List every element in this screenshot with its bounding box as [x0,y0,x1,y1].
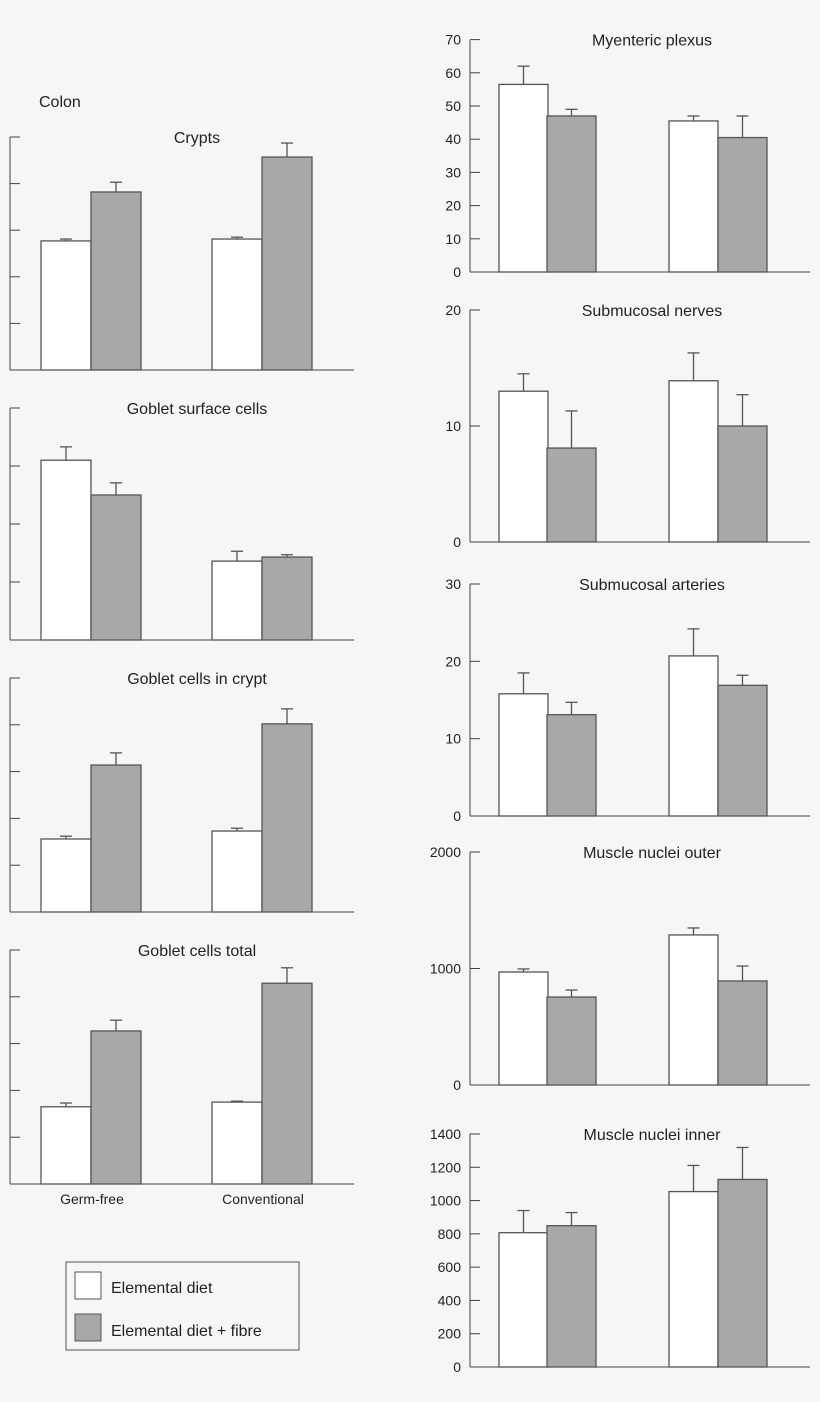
x-label-conventional: Conventional [222,1191,304,1207]
legend-swatch-fibre [74,1313,102,1342]
bar-myenteric-plexus-fibre-germ-free [546,115,597,273]
bar-muscle-nuclei-inner-elemental-conventional [668,1190,719,1368]
y-tick-label-muscle-nuclei-inner: 400 [438,1292,462,1308]
y-tick-label-muscle-nuclei-inner: 1000 [430,1193,461,1209]
bar-submucosal-arteries-fibre-conventional [717,684,768,817]
bar-goblet-cells-in-crypt-fibre-germ-free [90,764,142,913]
y-tick-label-muscle-nuclei-outer: 0 [453,1077,461,1093]
bar-goblet-surface-cells-elemental-germ-free [40,459,92,641]
y-tick-label-submucosal-nerves: 20 [445,302,461,318]
y-tick-label-submucosal-arteries: 20 [445,653,461,669]
bar-submucosal-arteries-fibre-germ-free [546,714,597,817]
section-label: Colon [39,94,81,111]
y-tick-label-muscle-nuclei-inner: 600 [438,1259,462,1275]
y-tick-label-muscle-nuclei-inner: 200 [438,1326,462,1342]
bar-submucosal-nerves-fibre-conventional [717,425,768,543]
bar-goblet-cells-in-crypt-elemental-conventional [211,830,263,913]
y-tick-label-muscle-nuclei-outer: 2000 [430,844,461,860]
bar-muscle-nuclei-outer-elemental-germ-free [498,971,549,1086]
bar-submucosal-nerves-fibre-germ-free [546,447,597,543]
x-label-germ-free: Germ-free [60,1191,124,1207]
bar-muscle-nuclei-inner-fibre-germ-free [546,1225,597,1368]
y-tick-label-muscle-nuclei-inner: 1400 [430,1126,461,1142]
panel-title-crypts: Crypts [174,130,220,147]
y-tick-label-myenteric-plexus: 30 [445,164,461,180]
y-tick-label-submucosal-arteries: 30 [445,576,461,592]
panel-title-myenteric-plexus: Myenteric plexus [592,33,712,50]
bar-crypts-elemental-germ-free [40,240,92,371]
bar-myenteric-plexus-elemental-conventional [668,120,719,273]
legend-label-elemental: Elemental diet [111,1280,213,1297]
bar-muscle-nuclei-outer-fibre-germ-free [546,996,597,1086]
bar-goblet-cells-total-fibre-germ-free [90,1030,142,1185]
bar-crypts-elemental-conventional [211,238,263,371]
panel-title-goblet-cells-in-crypt: Goblet cells in crypt [127,671,267,688]
bar-submucosal-arteries-elemental-conventional [668,655,719,817]
y-tick-label-submucosal-arteries: 10 [445,731,461,747]
panel-title-goblet-surface-cells: Goblet surface cells [127,401,268,418]
panel-title-muscle-nuclei-inner: Muscle nuclei inner [584,1127,722,1144]
bar-submucosal-nerves-elemental-conventional [668,380,719,543]
y-tick-label-myenteric-plexus: 0 [453,264,461,280]
y-tick-label-submucosal-arteries: 0 [453,808,461,824]
y-tick-label-myenteric-plexus: 50 [445,98,461,114]
bar-goblet-surface-cells-fibre-germ-free [90,494,142,641]
panel-title-submucosal-nerves: Submucosal nerves [582,303,723,320]
y-tick-label-submucosal-nerves: 10 [445,418,461,434]
y-tick-label-muscle-nuclei-inner: 1200 [430,1159,461,1175]
bar-muscle-nuclei-inner-fibre-conventional [717,1178,768,1368]
y-tick-label-muscle-nuclei-inner: 800 [438,1226,462,1242]
bar-goblet-cells-total-elemental-conventional [211,1101,263,1185]
bar-crypts-fibre-conventional [261,156,313,371]
y-tick-label-myenteric-plexus: 10 [445,231,461,247]
legend-swatch-elemental [74,1271,102,1300]
legend: Elemental diet Elemental diet + fibre [65,1261,300,1351]
bar-myenteric-plexus-elemental-germ-free [498,83,549,273]
bar-submucosal-arteries-elemental-germ-free [498,693,549,817]
bar-muscle-nuclei-outer-elemental-conventional [668,934,719,1086]
y-tick-label-myenteric-plexus: 40 [445,131,461,147]
y-tick-label-myenteric-plexus: 70 [445,32,461,48]
bar-goblet-surface-cells-fibre-conventional [261,556,313,641]
bar-muscle-nuclei-inner-elemental-germ-free [498,1232,549,1368]
bar-submucosal-nerves-elemental-germ-free [498,390,549,543]
y-tick-label-myenteric-plexus: 60 [445,65,461,81]
bar-goblet-surface-cells-elemental-conventional [211,560,263,641]
legend-box [65,1261,300,1351]
bar-goblet-cells-in-crypt-elemental-germ-free [40,838,92,913]
bar-crypts-fibre-germ-free [90,191,142,371]
bar-goblet-cells-total-elemental-germ-free [40,1106,92,1185]
y-tick-label-muscle-nuclei-inner: 0 [453,1359,461,1375]
panel-title-submucosal-arteries: Submucosal arteries [579,577,725,594]
bar-goblet-cells-in-crypt-fibre-conventional [261,723,313,913]
bar-muscle-nuclei-outer-fibre-conventional [717,980,768,1086]
bar-goblet-cells-total-fibre-conventional [261,982,313,1185]
y-tick-label-submucosal-nerves: 0 [453,534,461,550]
panel-title-muscle-nuclei-outer: Muscle nuclei outer [583,845,722,862]
legend-label-fibre: Elemental diet + fibre [111,1323,262,1340]
y-tick-label-muscle-nuclei-outer: 1000 [430,961,461,977]
panel-title-goblet-cells-total: Goblet cells total [138,943,256,960]
y-tick-label-myenteric-plexus: 20 [445,198,461,214]
bar-myenteric-plexus-fibre-conventional [717,136,768,273]
